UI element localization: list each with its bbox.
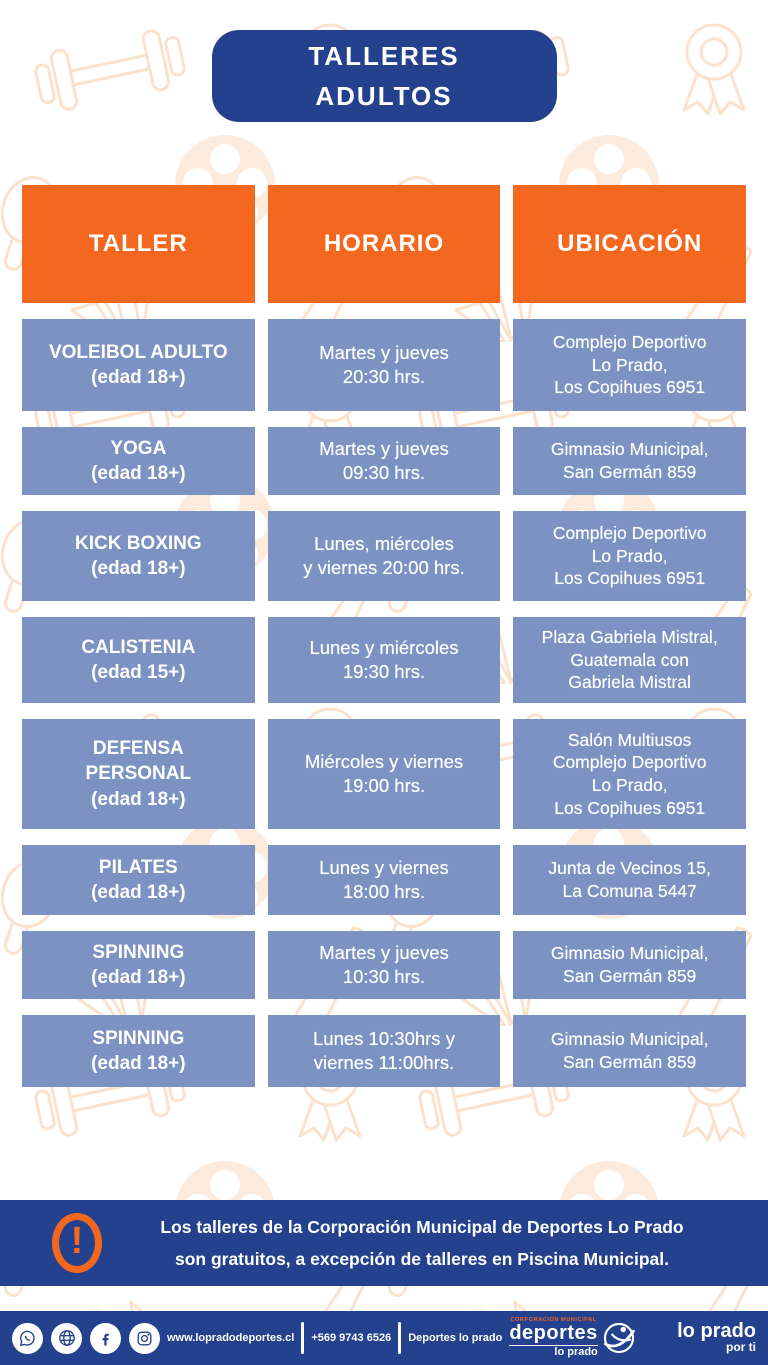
logo-corp-text: CORPORACIÓN MUNICIPAL bbox=[510, 1316, 597, 1323]
brand-sub-text: por ti bbox=[726, 1340, 756, 1355]
horario-cell: Miércoles y viernes 19:00 hrs. bbox=[267, 719, 501, 829]
phone-number: +569 9743 6526 bbox=[311, 1332, 392, 1344]
social-handle: Deportes lo prado bbox=[408, 1332, 503, 1344]
deportes-lo-prado-logo: CORPORACIÓN MUNICIPAL deportes lo prado bbox=[509, 1317, 635, 1359]
brand-name-text: lo prado bbox=[677, 1320, 756, 1343]
column-header-horario: HORARIO bbox=[267, 185, 501, 303]
logo-sub-text: lo prado bbox=[554, 1345, 598, 1358]
ubicacion-cell: Complejo Deportivo Lo Prado, Los Copihue… bbox=[513, 511, 746, 601]
social-icons bbox=[12, 1322, 160, 1354]
facebook-icon[interactable] bbox=[90, 1322, 121, 1354]
taller-cell: YOGA (edad 18+) bbox=[22, 427, 255, 495]
ubicacion-cell: Salón Multiusos Complejo Deportivo Lo Pr… bbox=[513, 719, 746, 829]
exclamation-icon: ! bbox=[52, 1213, 102, 1273]
ubicacion-cell: Junta de Vecinos 15, La Comuna 5447 bbox=[513, 845, 746, 915]
horario-cell: Martes y jueves 20:30 hrs. bbox=[267, 319, 501, 411]
ubicacion-cell: Gimnasio Municipal, San Germán 859 bbox=[513, 427, 746, 495]
horario-cell: Lunes y miércoles 19:30 hrs. bbox=[267, 617, 501, 703]
logo-name-text: deportes bbox=[509, 1321, 598, 1346]
instagram-icon[interactable] bbox=[129, 1322, 160, 1354]
footer-divider bbox=[398, 1322, 402, 1354]
horario-cell: Lunes y viernes 18:00 hrs. bbox=[267, 845, 501, 915]
title-line-2: ADULTOS bbox=[315, 80, 453, 111]
notice-banner: ! Los talleres de la Corporación Municip… bbox=[0, 1200, 768, 1286]
ubicacion-cell: Plaza Gabriela Mistral, Guatemala con Ga… bbox=[513, 617, 746, 703]
footer-divider bbox=[301, 1322, 305, 1354]
taller-cell: CALISTENIA (edad 15+) bbox=[22, 617, 255, 703]
taller-cell: VOLEIBOL ADULTO (edad 18+) bbox=[22, 319, 255, 411]
horario-cell: Martes y jueves 09:30 hrs. bbox=[267, 427, 501, 495]
globe-icon[interactable] bbox=[51, 1322, 82, 1354]
ubicacion-cell: Gimnasio Municipal, San Germán 859 bbox=[513, 1015, 746, 1087]
column-header-ubicacion: UBICACIÓN bbox=[513, 185, 746, 303]
taller-cell: PILATES (edad 18+) bbox=[22, 845, 255, 915]
workshops-table: TALLER HORARIO UBICACIÓN VOLEIBOL ADULTO… bbox=[22, 185, 746, 1087]
taller-cell: DEFENSA PERSONAL (edad 18+) bbox=[22, 719, 255, 829]
whatsapp-icon[interactable] bbox=[12, 1322, 43, 1354]
horario-cell: Martes y jueves 10:30 hrs. bbox=[267, 931, 501, 999]
taller-cell: SPINNING (edad 18+) bbox=[22, 1015, 255, 1087]
column-header-taller: TALLER bbox=[22, 185, 255, 303]
notice-text: Los talleres de la Corporación Municipal… bbox=[160, 1216, 684, 1269]
athlete-swoosh-icon bbox=[603, 1322, 635, 1354]
horario-cell: Lunes, miércoles y viernes 20:00 hrs. bbox=[267, 511, 501, 601]
website-link[interactable]: www.lopradodeportes.cl bbox=[167, 1332, 295, 1344]
page-title: TALLERES ADULTOS bbox=[211, 30, 557, 122]
taller-cell: KICK BOXING (edad 18+) bbox=[22, 511, 255, 601]
ubicacion-cell: Gimnasio Municipal, San Germán 859 bbox=[513, 931, 746, 999]
footer-bar: www.lopradodeportes.cl +569 9743 6526 De… bbox=[0, 1311, 768, 1365]
taller-cell: SPINNING (edad 18+) bbox=[22, 931, 255, 999]
title-line-1: TALLERES bbox=[308, 40, 460, 71]
lo-prado-por-ti-logo: lo prado por ti bbox=[677, 1321, 756, 1355]
ubicacion-cell: Complejo Deportivo Lo Prado, Los Copihue… bbox=[513, 319, 746, 411]
horario-cell: Lunes 10:30hrs y viernes 11:00hrs. bbox=[267, 1015, 501, 1087]
